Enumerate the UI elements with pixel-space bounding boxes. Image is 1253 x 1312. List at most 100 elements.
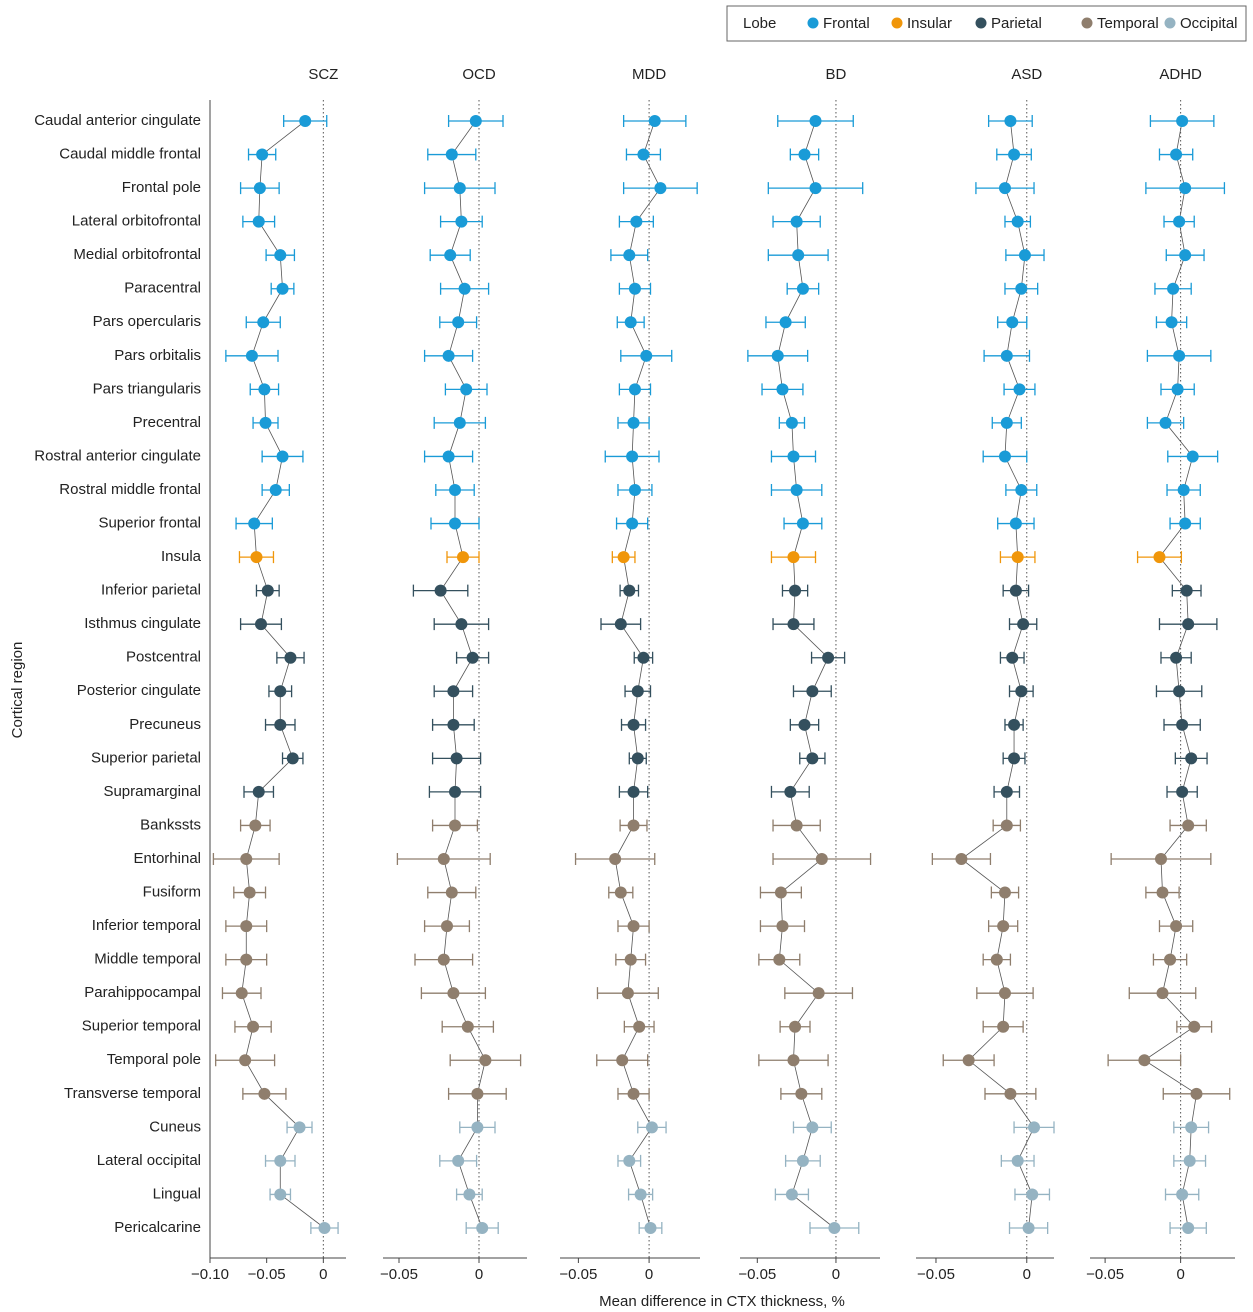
point xyxy=(998,450,1011,463)
x-tick-label: −0.05 xyxy=(559,1266,597,1283)
legend-marker xyxy=(891,17,903,29)
point xyxy=(256,148,269,161)
point xyxy=(453,182,466,195)
connector-line xyxy=(440,120,486,1229)
point xyxy=(247,1020,260,1033)
point xyxy=(1008,752,1021,765)
point xyxy=(240,953,253,966)
point xyxy=(630,215,643,228)
point xyxy=(444,249,457,262)
point xyxy=(445,148,458,161)
point xyxy=(293,1121,306,1134)
region-label: Superior temporal xyxy=(82,1018,201,1035)
region-label: Caudal middle frontal xyxy=(59,146,201,163)
point xyxy=(640,349,653,362)
region-label: Insula xyxy=(161,548,202,565)
point xyxy=(631,685,644,698)
point xyxy=(450,752,463,765)
region-label: Inferior parietal xyxy=(101,582,201,599)
point xyxy=(449,819,461,832)
point xyxy=(626,517,639,530)
point xyxy=(299,115,312,127)
point xyxy=(1170,148,1183,161)
point xyxy=(447,685,460,698)
point xyxy=(276,282,289,295)
point xyxy=(796,282,809,295)
region-label: Paracentral xyxy=(124,280,201,297)
x-tick-label: −0.05 xyxy=(248,1266,286,1283)
point xyxy=(809,182,822,195)
point xyxy=(1154,853,1167,865)
point xyxy=(787,551,800,564)
point xyxy=(1170,920,1183,933)
x-tick-label: −0.05 xyxy=(738,1266,776,1283)
point xyxy=(1176,1188,1189,1201)
point xyxy=(1173,685,1186,698)
point xyxy=(645,1121,658,1134)
point xyxy=(776,383,789,396)
point xyxy=(245,349,258,362)
x-tick-label: 0 xyxy=(832,1266,840,1283)
panel-title: OCD xyxy=(462,66,496,83)
point xyxy=(276,450,289,463)
point xyxy=(1008,718,1021,731)
point xyxy=(627,819,640,832)
legend-marker xyxy=(1081,17,1093,29)
point xyxy=(1011,1154,1024,1167)
point xyxy=(1156,987,1169,1000)
point xyxy=(240,920,253,933)
point xyxy=(787,450,800,463)
point xyxy=(1182,819,1195,832)
point xyxy=(1164,953,1177,966)
point xyxy=(785,416,798,429)
connector-line xyxy=(1143,120,1197,1229)
point xyxy=(1156,886,1169,899)
x-tick-label: 0 xyxy=(319,1266,327,1283)
point xyxy=(445,886,458,899)
point xyxy=(274,1154,287,1167)
region-label: Precentral xyxy=(133,414,201,431)
point xyxy=(1185,1121,1198,1134)
region-label: Pars opercularis xyxy=(93,313,201,330)
point xyxy=(796,517,809,530)
point xyxy=(434,584,447,597)
point xyxy=(806,1121,819,1134)
point xyxy=(1177,484,1190,496)
point xyxy=(257,316,270,329)
legend-label: Parietal xyxy=(991,15,1042,32)
point xyxy=(1183,1154,1196,1167)
point xyxy=(637,651,650,664)
point xyxy=(634,1188,647,1201)
panel-title: SCZ xyxy=(308,66,338,83)
point xyxy=(460,383,473,396)
point xyxy=(787,618,800,631)
point xyxy=(252,215,265,228)
region-label: Superior frontal xyxy=(98,515,201,532)
point xyxy=(997,1020,1010,1033)
point xyxy=(790,215,803,228)
point xyxy=(1015,484,1028,496)
point xyxy=(792,249,805,262)
point xyxy=(1009,517,1022,530)
point xyxy=(1179,517,1192,530)
region-label: Lateral orbitofrontal xyxy=(72,213,201,230)
point xyxy=(776,920,789,933)
point xyxy=(449,785,461,798)
point xyxy=(623,584,636,597)
connector-line xyxy=(960,120,1035,1229)
point xyxy=(1179,182,1192,195)
point xyxy=(1015,685,1028,698)
point xyxy=(648,115,661,127)
point xyxy=(1167,282,1180,295)
legend-label: Occipital xyxy=(1180,15,1238,32)
point xyxy=(779,316,792,329)
point xyxy=(235,987,248,1000)
point xyxy=(461,1020,474,1033)
point xyxy=(828,1222,841,1234)
point xyxy=(1182,1222,1195,1234)
point xyxy=(1000,819,1013,832)
point xyxy=(785,1188,798,1201)
region-label: Supramarginal xyxy=(103,783,201,800)
region-label: Rostral anterior cingulate xyxy=(34,447,201,464)
point xyxy=(627,416,640,429)
